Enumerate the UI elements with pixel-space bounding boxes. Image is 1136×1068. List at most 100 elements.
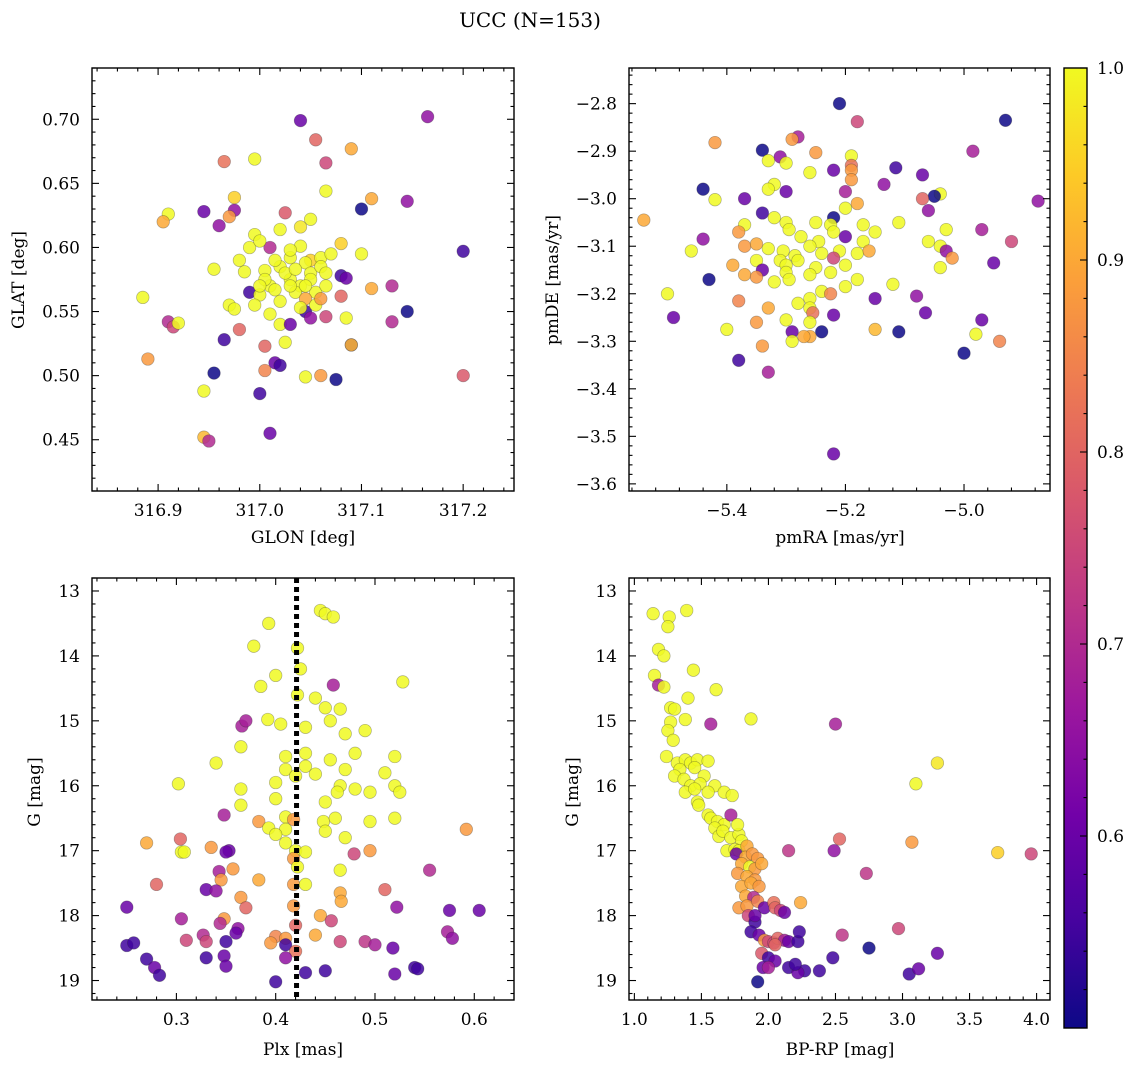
scatter-point bbox=[768, 938, 782, 952]
scatter-point bbox=[732, 353, 746, 367]
scatter-point bbox=[334, 289, 348, 303]
x-axis-label: GLON [deg] bbox=[251, 528, 355, 548]
y-tick-label: 15 bbox=[595, 712, 617, 732]
scatter-point bbox=[179, 933, 193, 947]
scatter-point bbox=[686, 663, 701, 677]
scatter-point bbox=[732, 294, 746, 308]
scatter-point bbox=[696, 182, 710, 196]
scatter-point bbox=[156, 215, 170, 229]
scatter-point bbox=[298, 877, 313, 892]
scatter-point bbox=[263, 307, 277, 321]
scatter-point bbox=[891, 921, 906, 936]
scatter-point bbox=[239, 901, 253, 915]
colorbar-tick-label: 0.7 bbox=[1097, 635, 1124, 655]
scatter-point bbox=[886, 277, 900, 291]
scatter-point bbox=[892, 215, 906, 230]
scatter-point bbox=[339, 311, 353, 325]
scatter-point bbox=[347, 847, 361, 861]
scatter-point bbox=[782, 222, 796, 237]
y-tick-label: −2.8 bbox=[576, 95, 617, 115]
y-tick-label: −3.5 bbox=[576, 427, 617, 447]
scatter-point bbox=[777, 905, 792, 920]
scatter-point bbox=[856, 234, 870, 249]
scatter-point bbox=[268, 283, 282, 297]
y-tick-label: 13 bbox=[595, 582, 617, 602]
scatter-point bbox=[309, 133, 323, 147]
scatter-point bbox=[209, 756, 223, 770]
scatter-point bbox=[217, 333, 231, 347]
scatter-point bbox=[422, 863, 437, 877]
scatter-point bbox=[269, 668, 283, 683]
scatter-point bbox=[269, 827, 283, 842]
scatter-point bbox=[657, 649, 671, 663]
scatter-point bbox=[737, 268, 752, 282]
scatter-point bbox=[152, 968, 167, 982]
scatter-point bbox=[761, 960, 776, 975]
x-axis-label: BP-RP [mag] bbox=[786, 1040, 895, 1060]
scatter-point bbox=[856, 218, 870, 232]
scatter-point bbox=[749, 315, 764, 329]
scatter-point bbox=[288, 262, 303, 276]
scatter-point bbox=[666, 733, 680, 747]
x-tick-label: 4.0 bbox=[1023, 1010, 1050, 1030]
y-tick-label: 15 bbox=[58, 712, 80, 732]
axes-frame bbox=[91, 577, 515, 1001]
scatter-point bbox=[329, 372, 343, 387]
scatter-point bbox=[263, 240, 277, 255]
x-tick-label: −5.2 bbox=[825, 501, 866, 521]
scatter-point bbox=[667, 702, 682, 716]
scatter-point bbox=[174, 912, 189, 926]
scatter-point bbox=[253, 386, 267, 401]
colorbar: 0.6 0.7 0.8 0.9 1.0 bbox=[1063, 59, 1124, 1029]
colorbar-tick-label: 0.9 bbox=[1097, 251, 1124, 271]
scatter-point bbox=[785, 132, 799, 146]
scatter-point bbox=[278, 206, 292, 220]
scatter-point bbox=[396, 675, 410, 689]
scatter-point bbox=[308, 767, 323, 781]
scatter-point bbox=[459, 822, 473, 836]
scatter-point bbox=[262, 616, 276, 631]
y-tick-label: 14 bbox=[595, 647, 617, 667]
scatter-point bbox=[915, 192, 930, 206]
scatter-point bbox=[298, 370, 313, 384]
scatter-point bbox=[809, 215, 823, 230]
y-tick-label: 17 bbox=[58, 842, 80, 862]
scatter-point bbox=[850, 246, 864, 261]
scatter-point bbox=[456, 244, 470, 258]
scatter-point bbox=[314, 292, 328, 306]
colorbar-tick-label: 0.8 bbox=[1097, 443, 1124, 463]
scatter-point bbox=[701, 754, 715, 768]
scatter-point bbox=[219, 845, 233, 859]
scatter-point bbox=[692, 798, 706, 812]
scatter-point bbox=[338, 762, 352, 777]
scatter-point bbox=[212, 219, 226, 233]
scatter-point bbox=[724, 808, 738, 822]
y-tick-label: −2.9 bbox=[576, 142, 617, 162]
scatter-point bbox=[400, 194, 414, 208]
x-tick-label: 0.3 bbox=[163, 1010, 190, 1030]
scatter-point bbox=[921, 203, 936, 218]
scatter-point bbox=[319, 279, 333, 293]
scatter-point bbox=[308, 928, 323, 942]
scatter-point bbox=[207, 262, 221, 276]
scatter-point bbox=[385, 315, 399, 329]
scatter-point bbox=[368, 938, 382, 952]
scatter-point bbox=[826, 251, 841, 265]
scatter-point bbox=[173, 832, 188, 846]
scatter-point bbox=[254, 679, 268, 694]
figure-title: UCC (N=153) bbox=[459, 8, 601, 32]
scatter-point bbox=[862, 244, 876, 258]
scatter-point bbox=[268, 253, 282, 267]
x-tick-label: 317.2 bbox=[439, 501, 488, 521]
scatter-point bbox=[214, 873, 228, 887]
scatter-point bbox=[826, 308, 841, 322]
scatter-point bbox=[868, 291, 882, 306]
scatter-point bbox=[234, 798, 248, 812]
y-tick-label: −3.1 bbox=[576, 237, 617, 257]
scatter-point bbox=[749, 270, 764, 284]
scatter-point bbox=[136, 290, 150, 305]
x-tick-label: 317.0 bbox=[235, 501, 284, 521]
scatter-point bbox=[213, 916, 227, 931]
scatter-point bbox=[253, 279, 267, 293]
y-tick-label: 0.70 bbox=[42, 110, 80, 130]
